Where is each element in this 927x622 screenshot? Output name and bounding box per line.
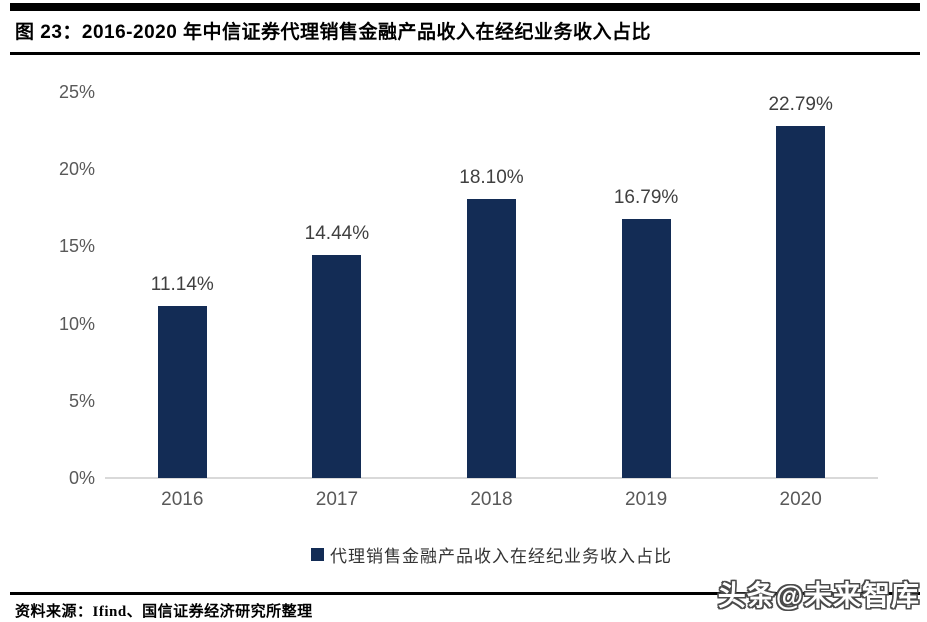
y-axis: 0% 5% 10% 15% 20% 25% — [30, 82, 95, 488]
x-tick-2016: 2016 — [161, 489, 204, 510]
source-note: 资料来源：Ifind、国信证券经济研究所整理 — [15, 604, 313, 620]
top-rule — [10, 3, 920, 11]
data-label-2017: 14.44% — [304, 223, 370, 244]
y-tick-0%: 0% — [68, 468, 95, 488]
data-label-2018: 18.10% — [459, 166, 524, 188]
y-tick-15%: 15% — [58, 236, 95, 257]
y-tick-25%: 25% — [58, 82, 95, 102]
data-label-2019: 16.79% — [613, 186, 679, 208]
bar-2016 — [157, 306, 207, 478]
x-axis-line — [105, 477, 878, 479]
bar-2020 — [776, 126, 826, 478]
data-label-2016: 11.14% — [150, 274, 214, 295]
x-tick-2018: 2018 — [470, 489, 513, 510]
y-tick-20%: 20% — [58, 159, 95, 180]
legend: 代理销售金融产品收入在经纪业务收入占比 — [105, 542, 878, 567]
bar-2019 — [621, 218, 671, 478]
x-tick-2020: 2020 — [779, 489, 822, 510]
bottom-rule — [10, 592, 920, 595]
bar-2018 — [467, 198, 516, 478]
legend-swatch — [311, 548, 324, 561]
bar-chart: 0% 5% 10% 15% 20% 25% 11.14% 2016 14.44% 2017 18.… — [0, 60, 927, 580]
y-tick-10%: 10% — [58, 313, 95, 334]
data-label-2020: 22.79% — [768, 94, 833, 116]
legend-label: 代理销售金融产品收入在经纪业务收入占比 — [330, 547, 672, 566]
x-tick-2017: 2017 — [315, 489, 359, 510]
plot-area: 11.14% 2016 14.44% 2017 18.10% 2018 16.79% 2019… — [105, 92, 878, 510]
bar-2017 — [312, 255, 362, 478]
y-tick-5%: 5% — [68, 390, 95, 411]
figure-title: 图 23：2016-2020 年中信证券代理销售金融产品收入在经纪业务收入占比 — [15, 22, 652, 43]
x-tick-2019: 2019 — [624, 489, 668, 510]
watermark: 头条@未来智库 — [717, 580, 920, 611]
title-divider — [10, 52, 920, 55]
